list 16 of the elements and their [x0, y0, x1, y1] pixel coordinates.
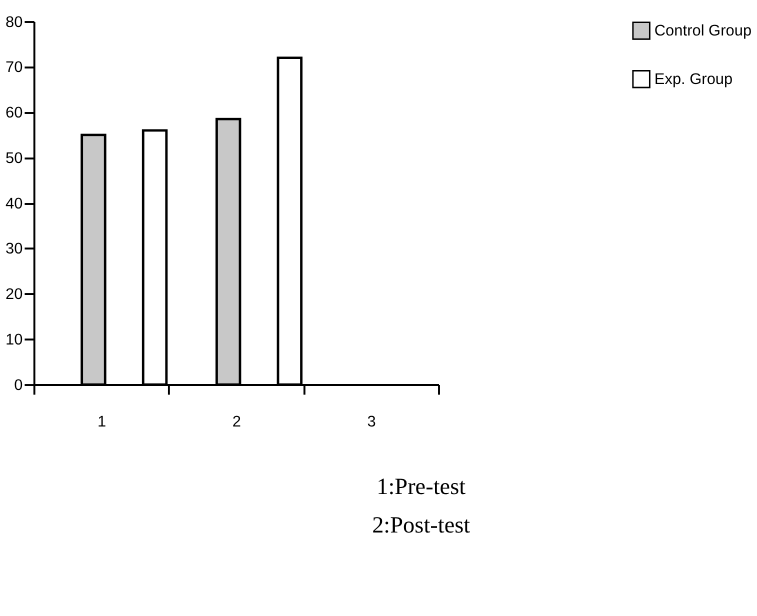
y-tick-label: 30	[6, 240, 23, 258]
x-tick-label: 2	[232, 414, 241, 431]
y-tick-label: 0	[14, 376, 23, 394]
y-tick-label: 80	[6, 14, 23, 31]
y-tick-label: 10	[6, 331, 23, 348]
y-tick-label: 20	[6, 286, 23, 304]
y-tick-label: 40	[6, 195, 23, 212]
x-tick-label: 1	[98, 414, 106, 431]
y-tick-label: 50	[6, 150, 23, 167]
y-tick-label: 60	[6, 104, 23, 122]
text: 1:Pre-test	[376, 474, 466, 500]
legend-label: Exp. Group	[654, 70, 733, 88]
x-tick-label: 3	[367, 414, 376, 431]
text: 2:Post-test	[372, 512, 471, 539]
legend-label: Control Group	[654, 22, 752, 40]
y-tick-label: 70	[6, 59, 23, 76]
